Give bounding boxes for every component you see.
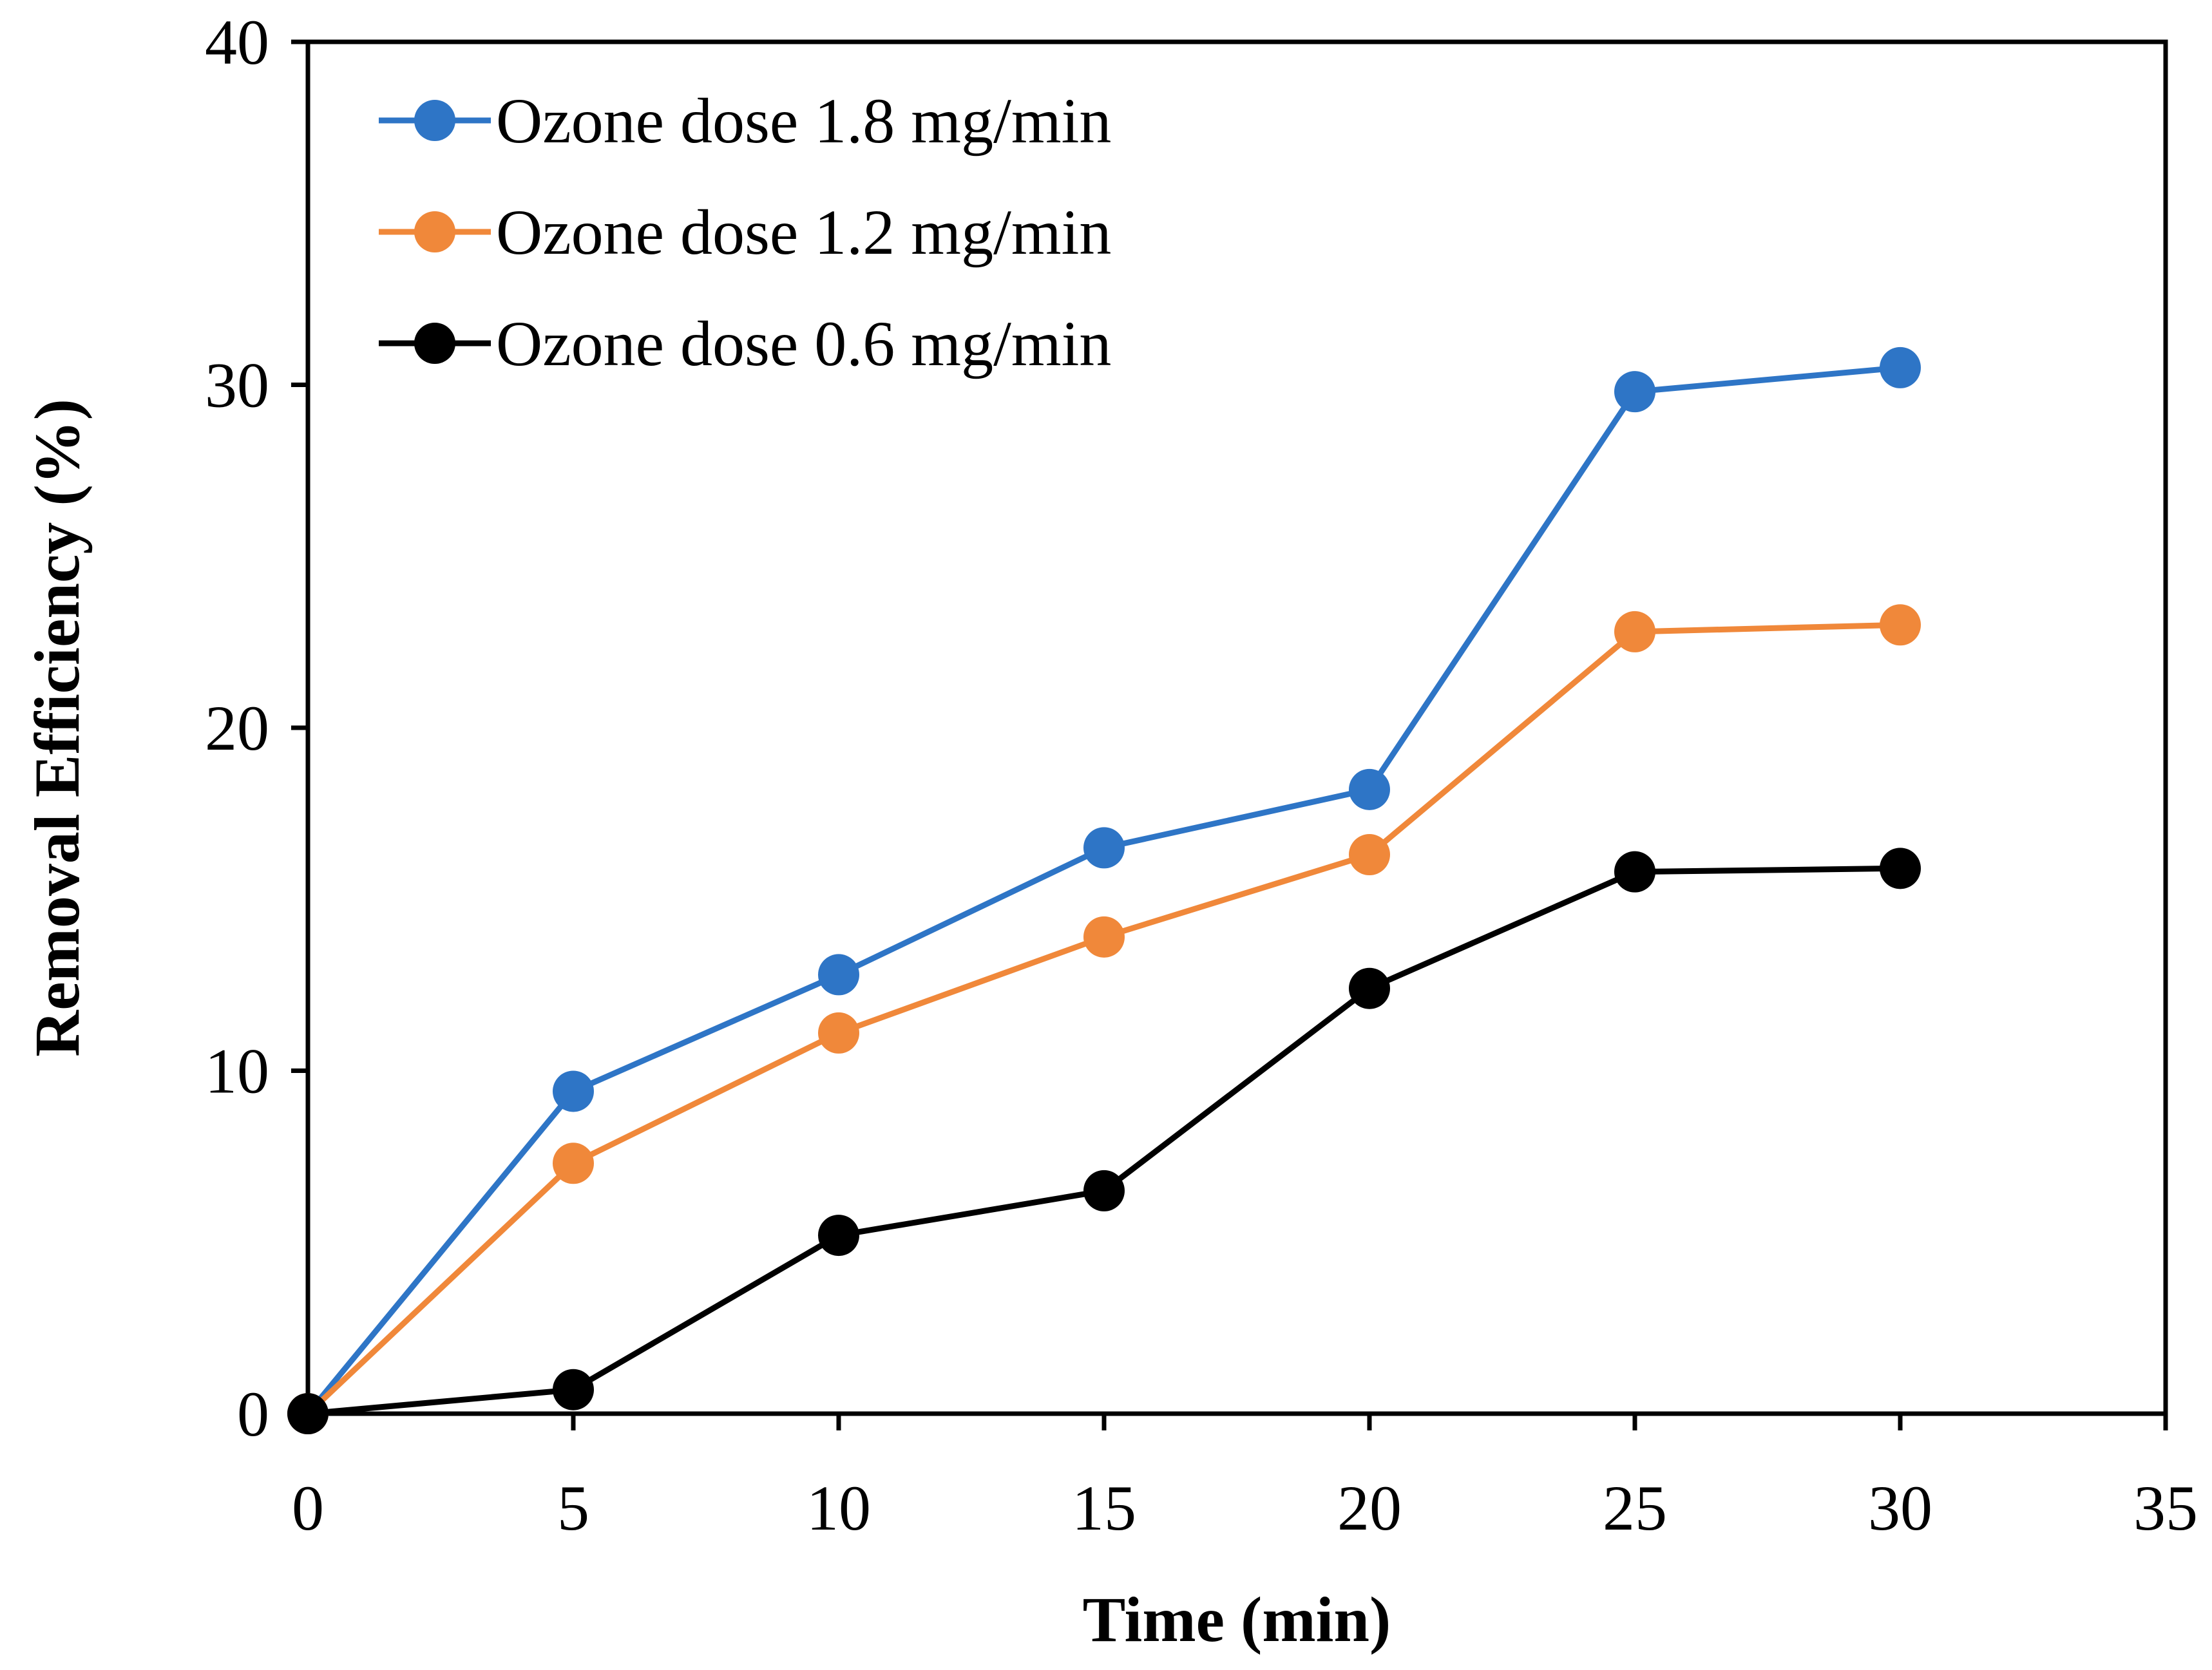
data-point bbox=[1614, 611, 1655, 652]
y-axis-ticks: 0 10 20 30 40 bbox=[205, 6, 308, 1450]
y-tick-label: 30 bbox=[205, 350, 269, 421]
plot-area: 0 10 20 30 40 0 5 10 15 20 25 30 35 bbox=[205, 6, 2198, 1544]
data-point bbox=[1880, 604, 1921, 646]
series-1 bbox=[287, 346, 1921, 1434]
legend-label: Ozone dose 0.6 mg/min bbox=[496, 308, 1111, 379]
data-point bbox=[1614, 851, 1655, 893]
x-tick-label: 15 bbox=[1072, 1472, 1136, 1544]
data-point bbox=[1614, 371, 1655, 413]
legend-label: Ozone dose 1.2 mg/min bbox=[496, 196, 1111, 268]
data-point bbox=[1083, 916, 1125, 958]
x-tick-label: 10 bbox=[806, 1472, 871, 1544]
y-tick-label: 40 bbox=[205, 6, 269, 78]
data-point bbox=[1083, 1170, 1125, 1211]
x-tick-label: 0 bbox=[292, 1472, 324, 1544]
legend-item-2: Ozone dose 1.2 mg/min bbox=[379, 196, 1111, 268]
data-point bbox=[1083, 827, 1125, 869]
y-tick-label: 0 bbox=[237, 1378, 269, 1450]
legend-item-3: Ozone dose 0.6 mg/min bbox=[379, 308, 1111, 379]
x-tick-label: 30 bbox=[1868, 1472, 1932, 1544]
x-tick-label: 20 bbox=[1337, 1472, 1402, 1544]
data-point bbox=[553, 1369, 594, 1410]
legend-item-1: Ozone dose 1.8 mg/min bbox=[379, 85, 1111, 157]
data-point bbox=[818, 1215, 859, 1257]
data-point bbox=[818, 1012, 859, 1054]
x-tick-label: 25 bbox=[1603, 1472, 1667, 1544]
legend-marker bbox=[414, 211, 455, 252]
data-point bbox=[287, 1393, 329, 1434]
data-point bbox=[1349, 768, 1390, 810]
y-tick-label: 20 bbox=[205, 692, 269, 764]
x-axis-title: Time (min) bbox=[1083, 1584, 1391, 1655]
legend: Ozone dose 1.8 mg/min Ozone dose 1.2 mg/m… bbox=[379, 85, 1111, 379]
legend-marker bbox=[414, 323, 455, 364]
data-point bbox=[818, 954, 859, 996]
series-layer bbox=[287, 346, 1921, 1434]
x-tick-label: 5 bbox=[557, 1472, 589, 1544]
data-point bbox=[553, 1143, 594, 1184]
series-line bbox=[305, 365, 1901, 1416]
data-point bbox=[1349, 967, 1390, 1009]
y-axis-title: Removal Efficiency (%) bbox=[21, 399, 93, 1057]
data-point bbox=[1349, 834, 1390, 876]
data-point bbox=[553, 1070, 594, 1112]
series-line bbox=[305, 622, 1901, 1416]
legend-label: Ozone dose 1.8 mg/min bbox=[496, 85, 1111, 157]
data-point bbox=[1880, 848, 1921, 889]
data-point bbox=[1880, 346, 1921, 388]
x-tick-label: 35 bbox=[2133, 1472, 2198, 1544]
series-3 bbox=[287, 848, 1921, 1434]
legend-marker bbox=[414, 100, 455, 141]
x-axis-ticks: 0 5 10 15 20 25 30 35 bbox=[292, 1414, 2198, 1544]
series-2 bbox=[287, 604, 1921, 1434]
y-tick-label: 10 bbox=[205, 1036, 269, 1107]
